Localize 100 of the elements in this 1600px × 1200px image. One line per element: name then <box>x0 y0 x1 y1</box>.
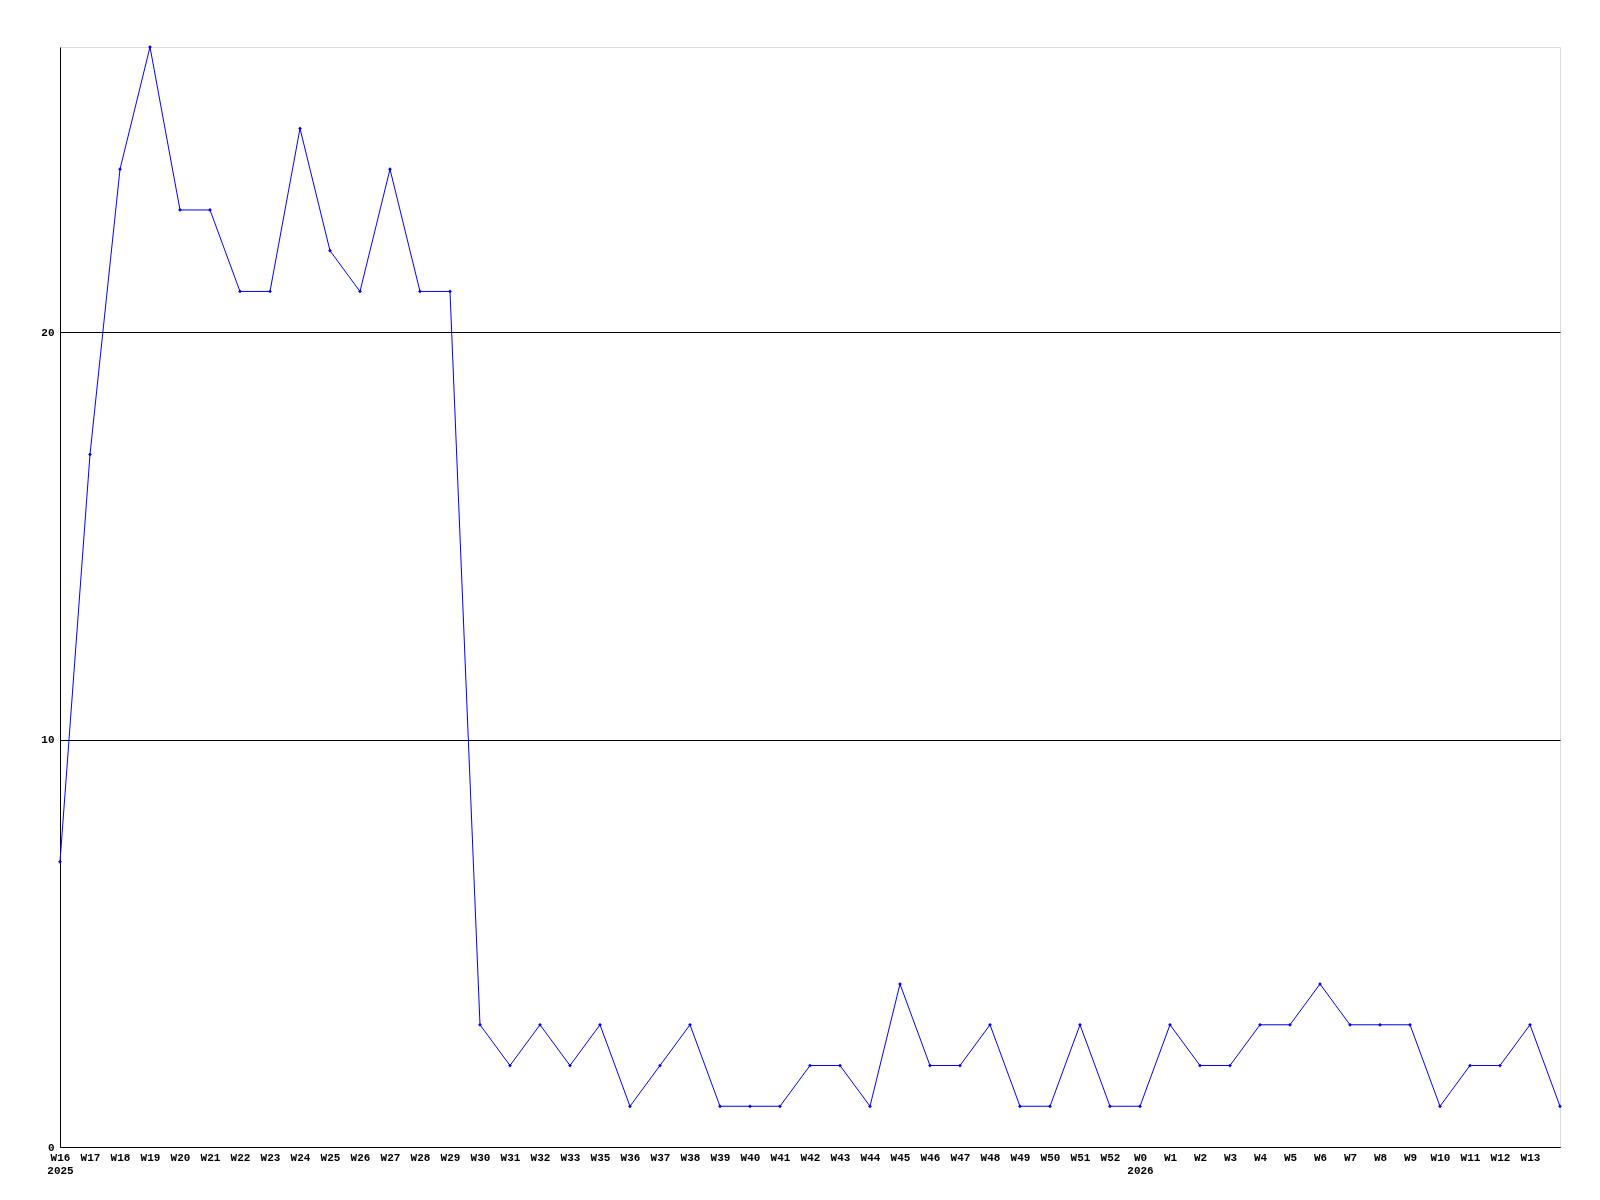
x-tick-label: W25 <box>320 1151 341 1164</box>
x-tick-label: W40 <box>740 1151 761 1164</box>
x-tick-label: W5 <box>1283 1151 1298 1164</box>
point <box>1468 1063 1472 1068</box>
y-tick-label: 20 <box>41 326 55 339</box>
x-tick-label: W41 <box>770 1151 791 1164</box>
x-tick-label: W3 <box>1223 1151 1238 1164</box>
x-tick-label: W9 <box>1403 1151 1418 1164</box>
x-tick-label: W49 <box>1010 1151 1031 1164</box>
point <box>628 1104 632 1109</box>
x-tick-label: W37 <box>650 1151 671 1164</box>
x-tick-label: W31 <box>500 1151 521 1164</box>
point <box>1438 1104 1442 1109</box>
point <box>1078 1022 1082 1027</box>
point <box>1528 1022 1532 1027</box>
x-tick-label: W29 <box>440 1151 461 1164</box>
x-tick-label: W50 <box>1040 1151 1061 1164</box>
x-tick-label: W52 <box>1100 1151 1121 1164</box>
point <box>868 1104 872 1109</box>
x-tick-label: W17 <box>80 1151 101 1164</box>
x-tick-label: W23 <box>260 1151 281 1164</box>
y-tick-label: 0 <box>47 1141 55 1154</box>
point <box>1168 1022 1172 1027</box>
point <box>1558 1104 1562 1109</box>
x-tick-label: W28 <box>410 1151 431 1164</box>
x-tick-label: W24 <box>290 1151 311 1164</box>
x-tick-label: W11 <box>1460 1151 1481 1164</box>
point <box>358 289 362 294</box>
x-tick-label: W22 <box>230 1151 251 1164</box>
point <box>88 452 92 457</box>
point <box>448 289 452 294</box>
x-tick-label: W46 <box>920 1151 941 1164</box>
point <box>688 1022 692 1027</box>
x-tick-label: W42 <box>800 1151 821 1164</box>
x-tick-label: W16 2025 <box>47 1151 75 1177</box>
point <box>1378 1022 1382 1027</box>
point <box>1018 1104 1022 1109</box>
x-tick-label: W20 <box>170 1151 191 1164</box>
x-tick-label: W21 <box>200 1151 221 1164</box>
x-tick-label: W51 <box>1070 1151 1091 1164</box>
x-tick-label: W33 <box>560 1151 581 1164</box>
x-tick-label: W44 <box>860 1151 881 1164</box>
point <box>778 1104 782 1109</box>
x-tick-label: W47 <box>950 1151 971 1164</box>
point <box>1408 1022 1412 1027</box>
point <box>718 1104 722 1109</box>
point <box>1348 1022 1352 1027</box>
x-tick-label: W8 <box>1373 1151 1388 1164</box>
x-tick-label: W19 <box>140 1151 161 1164</box>
point <box>118 167 122 172</box>
point <box>298 126 302 131</box>
point <box>598 1022 602 1027</box>
point <box>1198 1063 1202 1068</box>
x-tick-label: W18 <box>110 1151 131 1164</box>
x-tick-label: W0 2026 <box>1127 1151 1154 1177</box>
point <box>658 1063 662 1068</box>
point <box>328 248 332 253</box>
x-tick-label: W45 <box>890 1151 911 1164</box>
point <box>418 289 422 294</box>
point <box>58 859 62 864</box>
point <box>478 1022 482 1027</box>
line-series <box>58 45 1562 1109</box>
x-tick-label: W32 <box>530 1151 551 1164</box>
x-tick-label: W43 <box>830 1151 851 1164</box>
point <box>568 1063 572 1068</box>
point <box>928 1063 932 1068</box>
x-tick-label: W1 <box>1163 1151 1178 1164</box>
x-tick-label: W2 <box>1193 1151 1208 1164</box>
y-tick-label: 10 <box>41 734 55 747</box>
point <box>268 289 272 294</box>
x-tick-label: W30 <box>470 1151 491 1164</box>
x-tick-label: W10 <box>1430 1151 1451 1164</box>
point <box>1258 1022 1262 1027</box>
point <box>1138 1104 1142 1109</box>
point <box>1228 1063 1232 1068</box>
x-tick-label: W26 <box>350 1151 371 1164</box>
x-tick-label: W35 <box>590 1151 611 1164</box>
x-tick-label: W36 <box>620 1151 641 1164</box>
point <box>1498 1063 1502 1068</box>
point <box>1288 1022 1292 1027</box>
point <box>238 289 242 294</box>
x-tick-label: W48 <box>980 1151 1001 1164</box>
point <box>808 1063 812 1068</box>
point <box>538 1022 542 1027</box>
x-tick-label: W6 <box>1313 1151 1328 1164</box>
x-tick-label: W13 <box>1520 1151 1541 1164</box>
x-tick-label: W12 <box>1490 1151 1511 1164</box>
point <box>988 1022 992 1027</box>
x-tick-label: W7 <box>1343 1151 1358 1164</box>
point <box>508 1063 512 1068</box>
x-tick-label: W38 <box>680 1151 701 1164</box>
point <box>1048 1104 1052 1109</box>
x-tick-label: W39 <box>710 1151 731 1164</box>
point <box>1108 1104 1112 1109</box>
x-tick-label: W27 <box>380 1151 401 1164</box>
x-tick-label: W4 <box>1253 1151 1268 1164</box>
point <box>958 1063 962 1068</box>
point <box>388 167 392 172</box>
point <box>838 1063 842 1068</box>
point <box>748 1104 752 1109</box>
